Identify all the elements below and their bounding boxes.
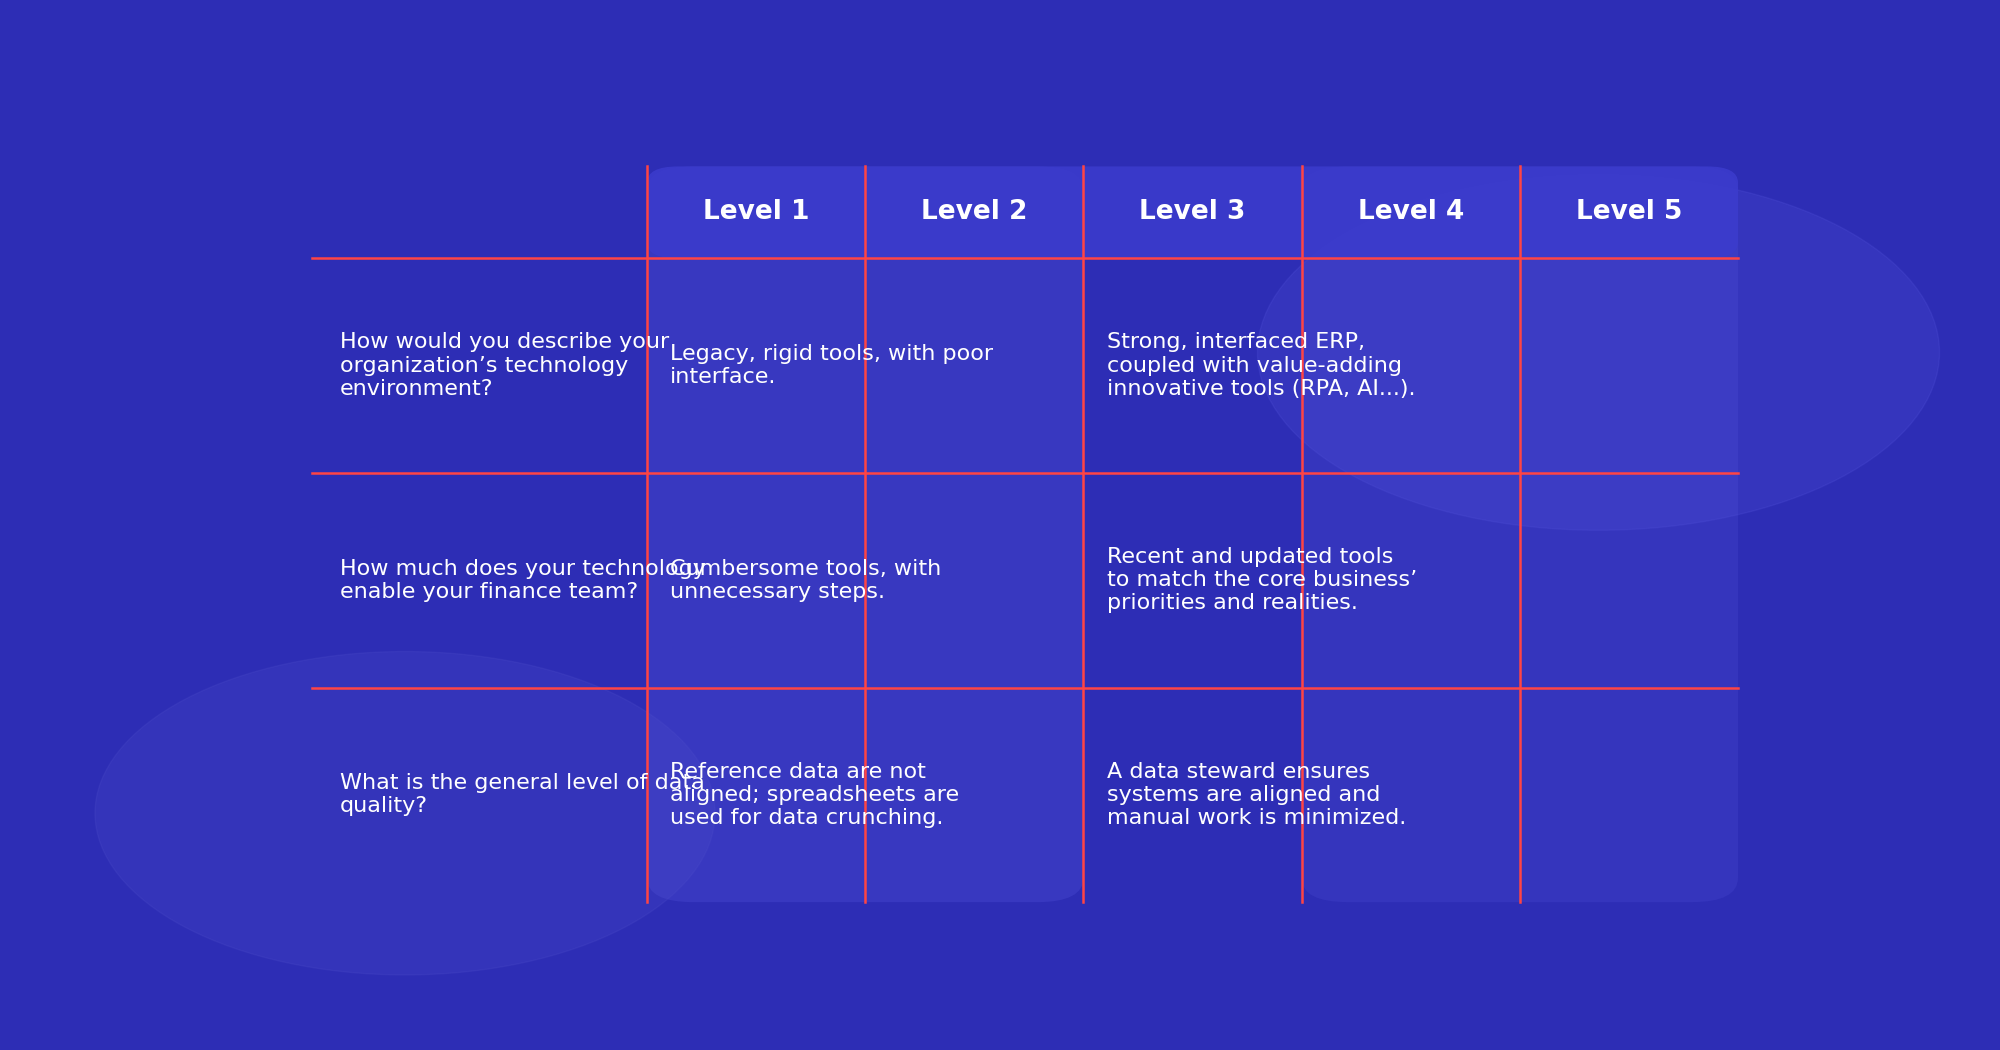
Text: Strong, interfaced ERP,
coupled with value-adding
innovative tools (RPA, AI...).: Strong, interfaced ERP, coupled with val…: [1106, 333, 1416, 399]
Text: A data steward ensures
systems are aligned and
manual work is minimized.: A data steward ensures systems are align…: [1106, 761, 1406, 828]
Text: Level 4: Level 4: [1358, 200, 1464, 226]
FancyBboxPatch shape: [648, 167, 1738, 258]
Text: Level 1: Level 1: [702, 200, 810, 226]
Text: How much does your technology
enable your finance team?: How much does your technology enable you…: [340, 559, 706, 602]
Text: Legacy, rigid tools, with poor
interface.: Legacy, rigid tools, with poor interface…: [670, 344, 994, 387]
Text: Reference data are not
aligned; spreadsheets are
used for data crunching.: Reference data are not aligned; spreadsh…: [670, 761, 960, 828]
Text: How would you describe your
organization’s technology
environment?: How would you describe your organization…: [340, 333, 670, 399]
Text: Cumbersome tools, with
unnecessary steps.: Cumbersome tools, with unnecessary steps…: [670, 559, 942, 602]
Text: Level 2: Level 2: [922, 200, 1028, 226]
Circle shape: [1258, 174, 1940, 530]
Text: Level 5: Level 5: [1576, 200, 1682, 226]
FancyBboxPatch shape: [648, 167, 1084, 902]
Circle shape: [96, 651, 716, 974]
FancyBboxPatch shape: [1302, 167, 1738, 902]
Text: Level 3: Level 3: [1140, 200, 1246, 226]
Text: What is the general level of data
quality?: What is the general level of data qualit…: [340, 773, 704, 817]
Text: Recent and updated tools
to match the core business’
priorities and realities.: Recent and updated tools to match the co…: [1106, 547, 1416, 613]
